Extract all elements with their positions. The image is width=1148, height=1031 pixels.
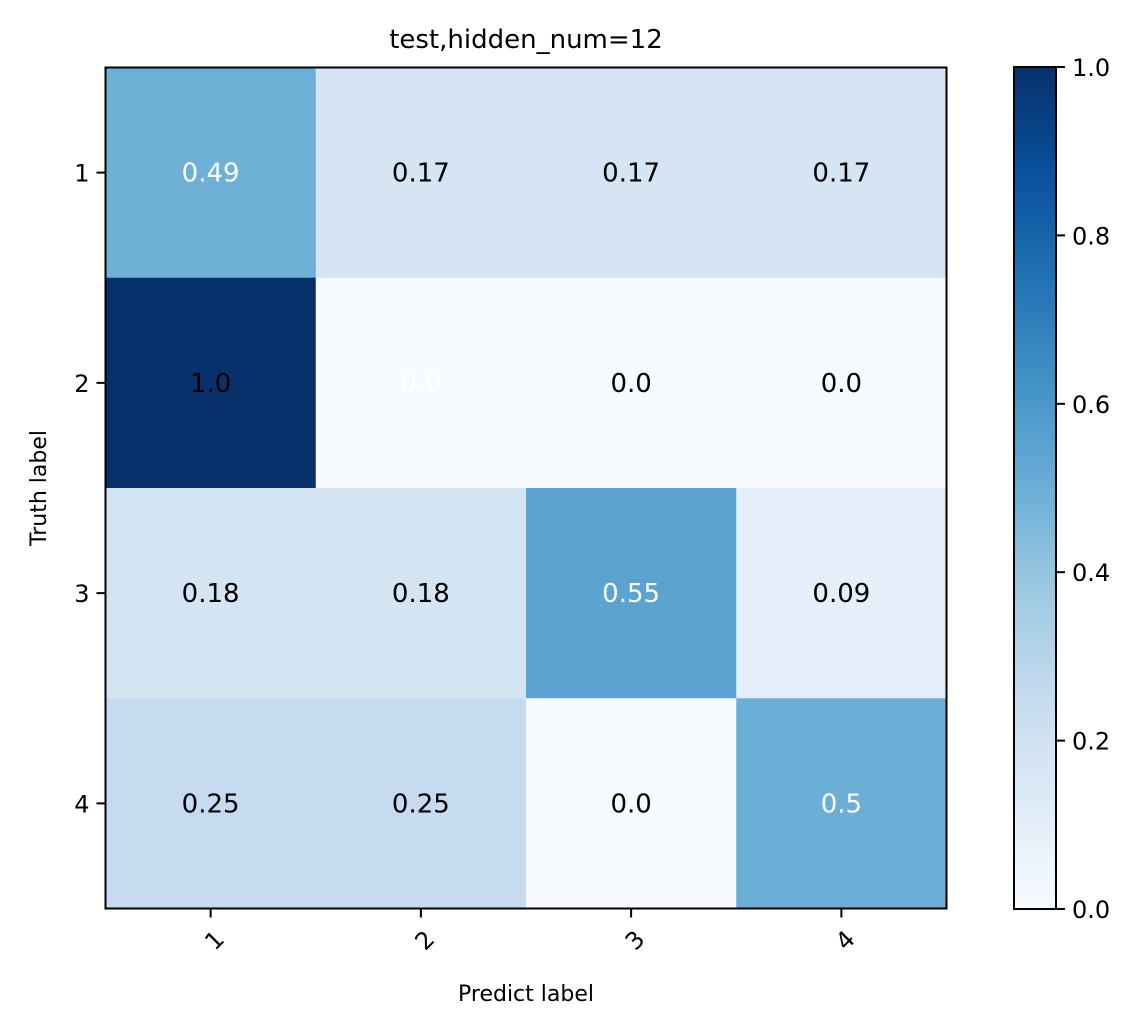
heatmap-cell	[105, 67, 317, 279]
colorbar-ticks: 0.0 0.2 0.4 0.6 0.8 1.0	[1056, 54, 1110, 924]
cell-value-label: 0.09	[812, 579, 870, 609]
heatmap-cell	[736, 698, 947, 909]
cell-value-label: 0.25	[182, 789, 240, 819]
y-tick-label: 4	[74, 790, 89, 818]
x-tick-label: 2	[410, 925, 441, 956]
cell-value-label: 0.55	[602, 579, 660, 609]
heatmap-cell-labels: 0.49 0.17 0.17 0.17 1.0 0.0 0.0 0.0 0.18 0.18 0.55…	[182, 159, 871, 820]
cell-value-label: 0.0	[400, 369, 441, 399]
heatmap-cells	[105, 67, 947, 909]
colorbar-tick-label: 0.0	[1072, 896, 1110, 924]
x-tick-label: 4	[830, 925, 861, 956]
heatmap-cell	[526, 488, 737, 699]
heatmap-cell	[315, 488, 527, 699]
colorbar-tick-label: 0.2	[1072, 728, 1110, 756]
x-tick-label: 1	[199, 925, 230, 956]
x-axis-label: Predict label	[458, 982, 594, 1007]
colorbar-frame	[1013, 66, 1057, 910]
y-axis-ticks: 1 2 3 4	[74, 160, 106, 818]
cell-value-label: 0.0	[821, 369, 862, 399]
cell-value-label: 0.18	[182, 579, 240, 609]
heatmap-cell	[526, 698, 737, 909]
heatmap-cell	[315, 698, 527, 909]
x-axis-ticks: 1 2 3 4	[199, 908, 861, 956]
heatmap-cell	[736, 488, 947, 699]
cell-value-label: 0.17	[392, 159, 450, 189]
heatmap-cell	[736, 67, 947, 279]
colorbar-tick-label: 0.4	[1072, 559, 1110, 587]
heatmap-cell	[105, 488, 317, 699]
colorbar	[1014, 67, 1056, 909]
cell-value-label: 0.17	[602, 159, 660, 189]
heatmap-cell	[526, 67, 737, 279]
heatmap-cell	[736, 277, 947, 489]
heatmap-cell	[105, 698, 317, 909]
cell-value-label: 0.0	[610, 369, 651, 399]
heatmap-cell	[526, 277, 737, 489]
cell-value-label: 1.0	[190, 369, 231, 399]
heatmap-cell	[105, 277, 317, 489]
y-tick-label: 2	[74, 370, 89, 398]
cell-value-label: 0.0	[610, 789, 651, 819]
cell-value-label: 0.17	[812, 159, 870, 189]
y-tick-label: 3	[74, 580, 89, 608]
y-axis-label: Truth label	[27, 430, 52, 547]
chart-title: test,hidden_num=12	[389, 25, 663, 55]
colorbar-tick-label: 1.0	[1072, 54, 1110, 82]
cell-value-label: 0.5	[821, 789, 862, 819]
colorbar-tick-label: 0.6	[1072, 391, 1110, 419]
colorbar-tick-label: 0.8	[1072, 222, 1110, 250]
y-tick-label: 1	[74, 160, 89, 188]
plot-frame	[104, 66, 948, 910]
cell-value-label: 0.25	[392, 789, 450, 819]
cell-value-label: 0.49	[182, 159, 240, 189]
heatmap-cell	[315, 67, 527, 279]
heatmap-cell	[315, 277, 527, 489]
cell-value-label: 0.18	[392, 579, 450, 609]
x-tick-label: 3	[620, 925, 651, 956]
